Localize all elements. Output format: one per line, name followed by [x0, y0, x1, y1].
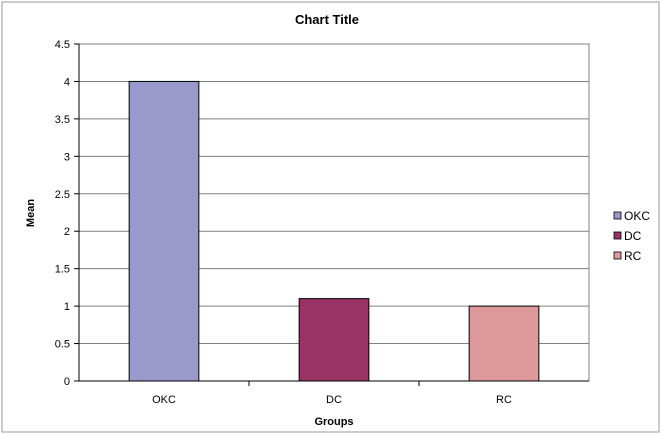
y-axis-ticks: 0 0.5 1 1.5 2 2.5 3 3.5 4 4.5	[55, 39, 79, 388]
legend-swatch	[613, 211, 622, 220]
bar-dc	[298, 298, 370, 382]
legend: OKC DC RC	[613, 209, 650, 263]
x-tick-label: RC	[496, 394, 512, 406]
bar-okc	[128, 80, 200, 382]
y-axis-title: Mean	[25, 199, 37, 227]
x-axis-ticks: OKC DC RC	[152, 381, 512, 406]
y-tick-label: 0	[64, 376, 70, 388]
y-tick-label: 2	[64, 226, 70, 238]
y-tick-label: 4	[64, 76, 70, 88]
legend-swatch	[613, 251, 622, 260]
bar-rc	[468, 305, 540, 382]
x-tick-label: OKC	[152, 394, 176, 406]
y-tick-label: 3.5	[55, 114, 70, 126]
x-tick-label: DC	[326, 394, 342, 406]
y-tick-label: 1	[64, 301, 70, 313]
chart-title: Chart Title	[295, 12, 359, 27]
y-tick-label: 3	[64, 151, 70, 163]
legend-label: RC	[624, 249, 642, 263]
legend-swatch	[613, 231, 622, 240]
legend-label: OKC	[624, 209, 650, 223]
bars	[128, 80, 540, 382]
y-tick-label: 1.5	[55, 264, 70, 276]
y-tick-label: 2.5	[55, 189, 70, 201]
x-axis-title: Groups	[314, 416, 353, 428]
y-tick-label: 4.5	[55, 39, 70, 51]
y-tick-label: 0.5	[55, 339, 70, 351]
legend-label: DC	[624, 229, 642, 243]
